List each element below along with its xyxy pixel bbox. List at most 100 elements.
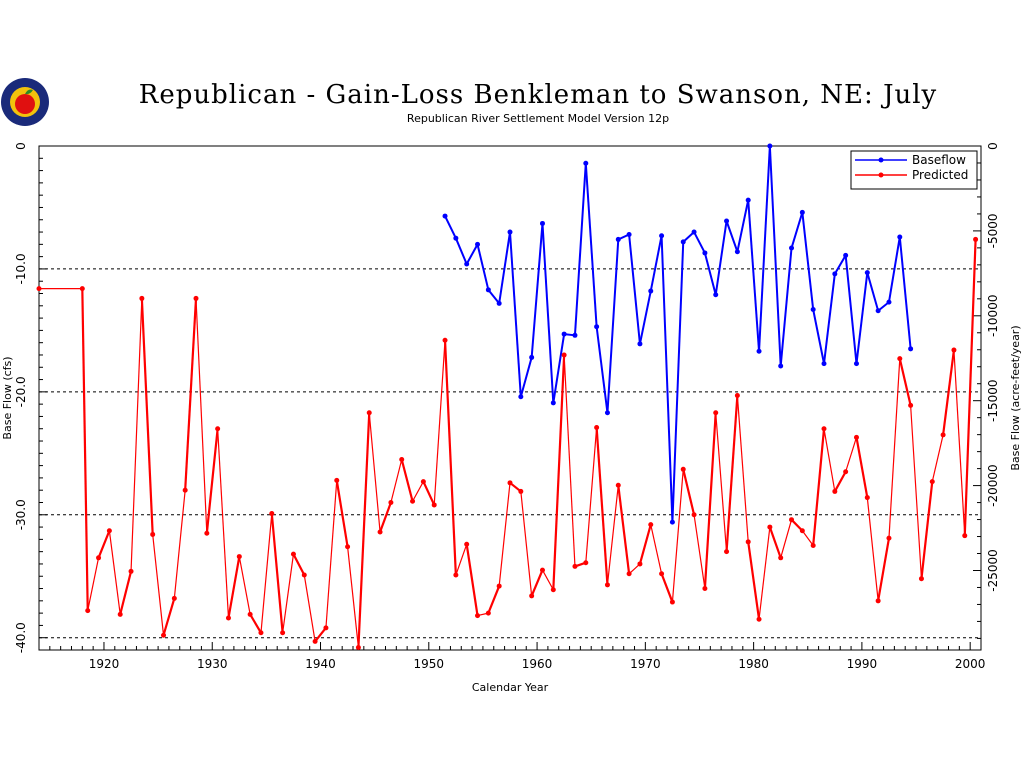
data-point-predicted [756,616,762,622]
data-point-baseflow [442,213,448,219]
series-segment-baseflow [898,236,912,349]
data-point-predicted [518,488,524,494]
series-segment-predicted [379,502,392,533]
series-segment-predicted [606,485,619,585]
series-segment-predicted [390,459,403,503]
series-segment-predicted [888,358,901,539]
series-segment-predicted [650,524,663,574]
data-point-predicted [106,528,112,534]
series-segment-predicted [920,481,934,579]
data-point-baseflow [853,361,859,367]
series-segment-predicted [227,556,241,619]
data-point-predicted [269,511,275,517]
series-segment-baseflow [444,215,457,239]
data-point-predicted [377,529,383,535]
data-point-predicted [583,560,589,566]
data-point-baseflow [594,324,600,330]
data-point-predicted [366,410,372,416]
data-point-baseflow [734,249,740,255]
data-point-predicted [485,610,491,616]
series-segment-predicted [465,544,479,616]
data-point-predicted [702,586,708,592]
y-axis-ticks: 0 -10.0 -20.0 -30.0 -40.0 [14,142,47,653]
data-point-baseflow [561,331,567,337]
series-segment-baseflow [887,236,901,303]
series-segment-predicted [238,556,251,615]
data-point-baseflow [453,235,459,241]
data-point-predicted [929,479,935,485]
series-segment-predicted [487,585,501,614]
series-segment-baseflow [476,244,490,291]
data-point-predicted [539,567,545,573]
data-point-predicted [215,426,221,432]
series-segment-predicted [866,497,879,601]
logo [1,78,49,126]
series-segment-predicted [455,544,468,576]
series-segment-baseflow [530,223,544,358]
series-segment-predicted [282,554,295,633]
data-point-predicted [36,286,42,292]
data-point-predicted [561,352,567,358]
series-segment-baseflow [509,231,522,397]
series-segment-predicted [270,513,284,633]
series-segment-baseflow [671,241,685,523]
series-segment-baseflow [844,255,858,364]
series-segment-predicted [693,514,706,589]
series-segment-baseflow [714,220,728,295]
data-point-predicted [453,572,459,578]
data-point-baseflow [669,519,675,525]
series-segment-predicted [249,613,262,634]
series-segment-predicted [541,569,554,591]
series-segment-baseflow [833,254,847,275]
y2-tick-label: -10000 [986,295,1000,338]
series-segment-predicted [780,519,793,558]
series-segment-predicted [812,428,826,546]
data-point-predicted [908,402,914,408]
y-tick-label: -10.0 [14,253,28,284]
series-segment-predicted [910,405,923,579]
data-point-baseflow [604,410,610,416]
series-segment-predicted [303,574,316,642]
series-segment-baseflow [812,309,825,364]
data-point-predicted [897,356,903,362]
data-point-predicted [648,522,654,528]
data-point-predicted [410,498,416,504]
data-point-predicted [399,456,405,462]
data-point-predicted [128,568,134,574]
series-segment-predicted [357,412,371,648]
data-point-baseflow [821,361,827,367]
series-segment-predicted [173,490,186,599]
data-point-predicted [323,625,329,631]
data-point-predicted [973,236,979,242]
chart-title: Republican - Gain-Loss Benkleman to Swan… [139,80,937,110]
y2-tick-label: 0 [986,142,1000,150]
series-segment-predicted [108,530,121,615]
series-segment-predicted [81,288,89,611]
series-segment-baseflow [573,163,587,336]
series-segment-baseflow [498,231,511,304]
y2-axis-ticks: 0 -5000 -10000 -15000 -20000 -25000 [973,142,1000,639]
series-segment-baseflow [606,239,620,413]
series-segment-baseflow [823,273,836,364]
data-point-baseflow [496,300,502,306]
data-point-predicted [507,480,513,486]
series-segment-predicted [638,524,652,565]
legend: Baseflow Predicted [850,150,978,190]
data-point-predicted [529,593,535,599]
chart-subtitle: Republican River Settlement Model Versio… [407,112,669,125]
series-segment-predicted [963,239,977,536]
series-segment-baseflow [638,290,652,345]
series-segment-baseflow [725,220,739,253]
data-point-predicted [799,528,805,534]
series-segment-predicted [325,480,338,628]
data-point-baseflow [843,252,849,258]
series-segment-predicted [443,340,457,576]
series-segment-predicted [433,340,446,505]
data-point-baseflow [583,160,589,166]
series-segment-predicted [768,526,782,559]
data-point-baseflow [691,229,697,235]
data-point-baseflow [507,229,513,235]
data-point-baseflow [485,287,491,293]
data-point-predicted [290,551,296,557]
